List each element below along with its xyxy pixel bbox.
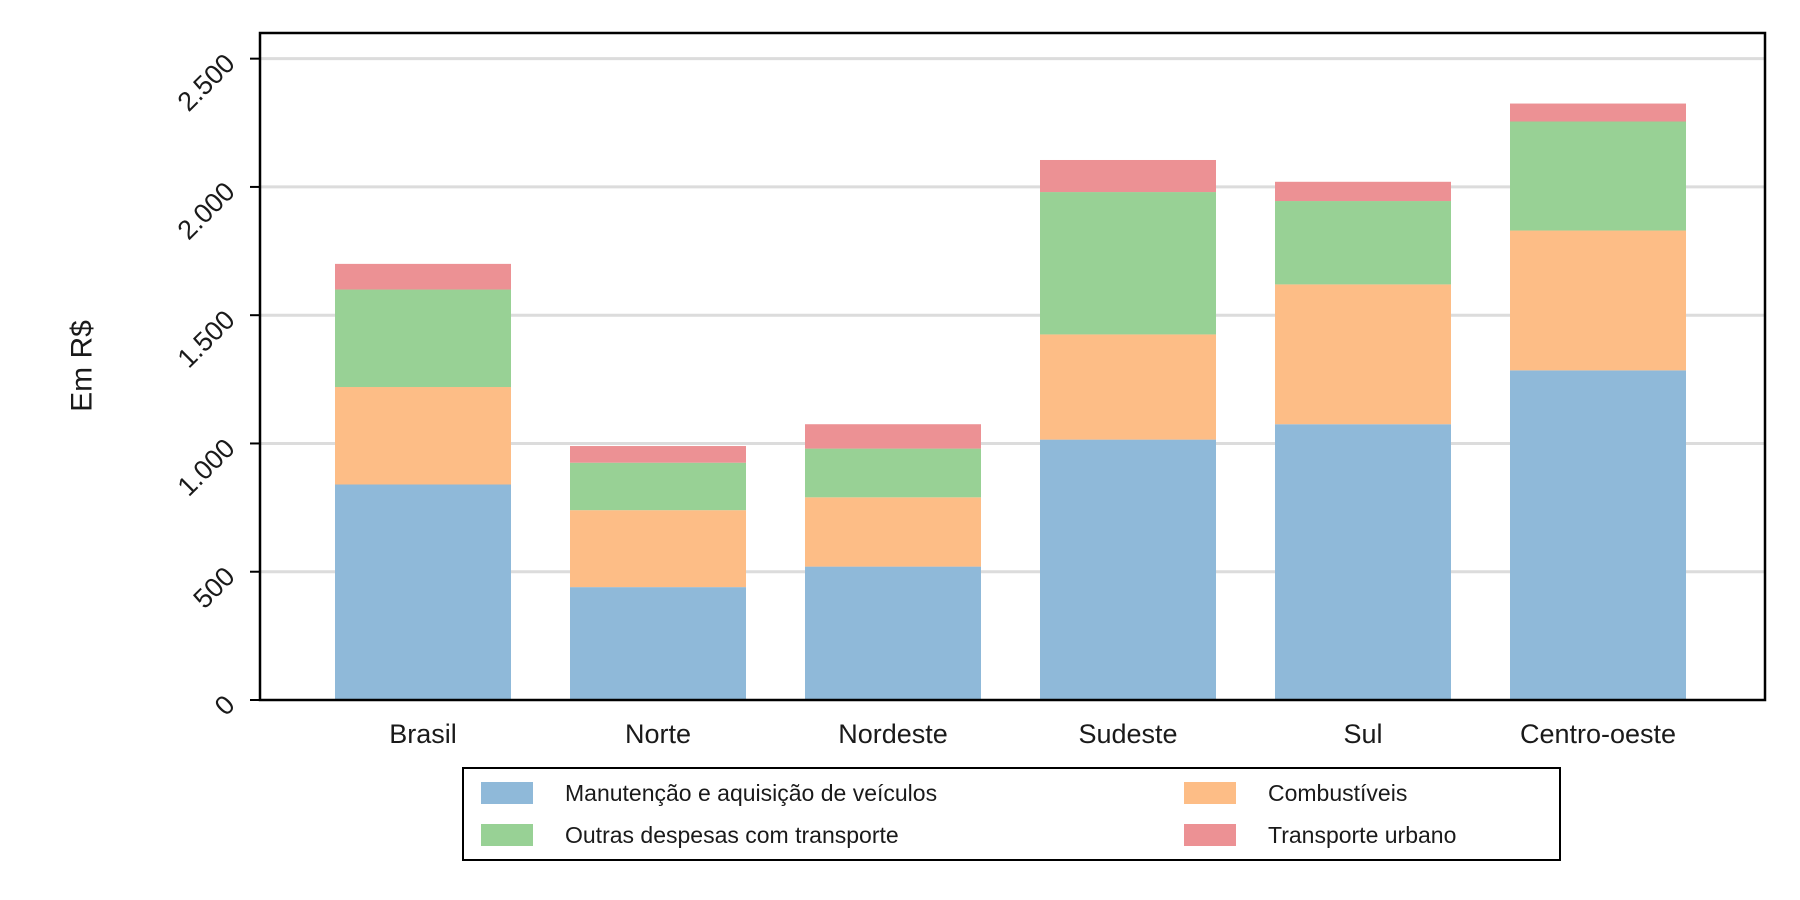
legend-label: Outras despesas com transporte bbox=[565, 822, 899, 848]
x-category-label: Nordeste bbox=[838, 719, 948, 749]
x-category-label: Sudeste bbox=[1078, 719, 1177, 749]
bar-segment bbox=[1040, 192, 1216, 335]
y-tick-label: 500 bbox=[188, 561, 241, 614]
bar-segment bbox=[805, 566, 981, 700]
legend-label: Manutenção e aquisição de veículos bbox=[565, 780, 937, 806]
legend: Manutenção e aquisição de veículos Combus… bbox=[462, 767, 1561, 861]
bar-segment bbox=[570, 587, 746, 700]
x-category-label: Norte bbox=[625, 719, 691, 749]
bar-stack-sudeste bbox=[1040, 159, 1216, 700]
bar-segment bbox=[1040, 334, 1216, 440]
bar-segment bbox=[1040, 159, 1216, 193]
bar-segment bbox=[805, 424, 981, 449]
legend-swatch bbox=[1184, 782, 1236, 804]
bar-segment bbox=[1510, 230, 1686, 371]
legend-swatch bbox=[481, 782, 533, 804]
bar-segment bbox=[570, 446, 746, 463]
bar-segment bbox=[570, 462, 746, 511]
y-axis-title: Em R$ bbox=[66, 320, 99, 412]
y-tick-label: 1.000 bbox=[172, 433, 241, 502]
bar-segment bbox=[1275, 284, 1451, 425]
legend-frame bbox=[462, 767, 1561, 861]
x-axis-labels: Brasil Norte Nordeste Sudeste Sul Centro-oest… bbox=[389, 719, 1676, 749]
bar-stack-centro-oeste bbox=[1510, 103, 1686, 700]
bar-segment bbox=[1510, 103, 1686, 122]
bar-stack-nordeste bbox=[805, 424, 981, 700]
bar-segment bbox=[1510, 121, 1686, 231]
y-tick-label: 0 bbox=[209, 689, 241, 721]
bar-segment bbox=[1275, 201, 1451, 285]
y-tick-label: 2.500 bbox=[172, 48, 241, 117]
bar-segment bbox=[1040, 439, 1216, 700]
legend-swatch bbox=[1184, 824, 1236, 846]
x-category-label: Centro-oeste bbox=[1520, 719, 1676, 749]
legend-swatch bbox=[481, 824, 533, 846]
bar-segment bbox=[1275, 181, 1451, 202]
y-tick-label: 2.000 bbox=[172, 176, 241, 245]
bars bbox=[335, 103, 1686, 700]
bar-segment bbox=[335, 289, 511, 388]
bar-stack-sul bbox=[1275, 181, 1451, 700]
bar-segment bbox=[805, 448, 981, 498]
bar-segment bbox=[805, 497, 981, 567]
legend-label: Combustíveis bbox=[1268, 780, 1407, 806]
y-axis-ticks: 0 500 1.000 1.500 2.000 2.500 bbox=[172, 48, 260, 721]
y-tick-label: 1.500 bbox=[172, 305, 241, 374]
plot-frame bbox=[258, 31, 1767, 702]
bar-segment bbox=[335, 263, 511, 290]
x-category-label: Sul bbox=[1343, 719, 1382, 749]
bar-segment bbox=[1510, 370, 1686, 700]
bar-segment bbox=[335, 387, 511, 485]
bar-segment bbox=[570, 510, 746, 588]
x-category-label: Brasil bbox=[389, 719, 457, 749]
bar-stack-norte bbox=[570, 446, 746, 700]
bar-segment bbox=[335, 484, 511, 700]
bar-stack-brasil bbox=[335, 263, 511, 700]
legend-label: Transporte urbano bbox=[1268, 822, 1456, 848]
bar-segment bbox=[1275, 424, 1451, 700]
